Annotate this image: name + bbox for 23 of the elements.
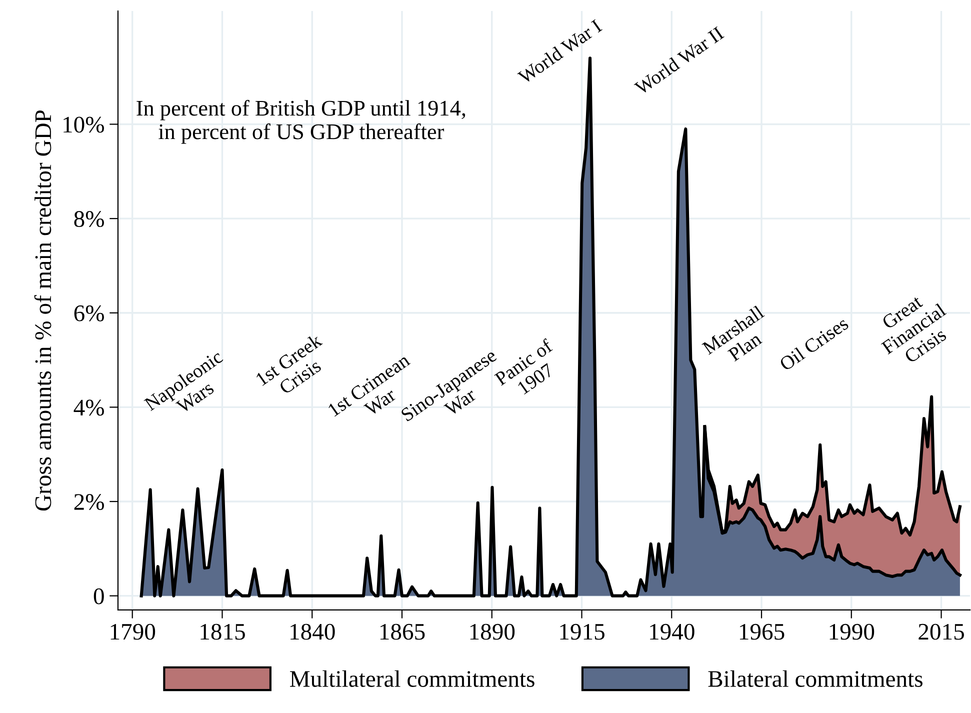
x-tick-label: 1940 <box>650 624 694 640</box>
legend-label: Bilateral commitments <box>708 670 922 687</box>
annotation: Oil Crises <box>778 316 850 372</box>
legend-label: Multilateral commitments <box>290 670 534 687</box>
y-tick-label: 6% <box>74 305 104 322</box>
x-tick-label: 2015 <box>918 624 964 640</box>
x-tick-label: 1815 <box>200 624 245 640</box>
y-tick-label: 10% <box>64 116 104 133</box>
y-tick-label: 0 <box>94 588 104 604</box>
annotation: 1st Greek Crisis <box>254 332 323 395</box>
y-axis-title: Gross amounts in % of main creditor GDP <box>34 110 52 511</box>
x-tick-label: 1840 <box>290 624 335 640</box>
x-tick-label: 1790 <box>110 624 156 640</box>
x-tick-label: 1915 <box>560 624 604 640</box>
x-tick-label: 1990 <box>830 624 874 640</box>
y-tick-label: 8% <box>74 211 104 228</box>
annotation: In percent of British GDP until 1914, in percent of US GDP thereafter <box>136 100 466 144</box>
annotation: Panic of 1907 <box>494 338 554 395</box>
x-tick-label: 1865 <box>380 624 425 640</box>
y-tick-label: 4% <box>74 400 104 416</box>
x-tick-label: 1965 <box>740 624 784 640</box>
y-tick-label: 2% <box>74 494 104 510</box>
x-tick-label: 1890 <box>470 624 515 640</box>
